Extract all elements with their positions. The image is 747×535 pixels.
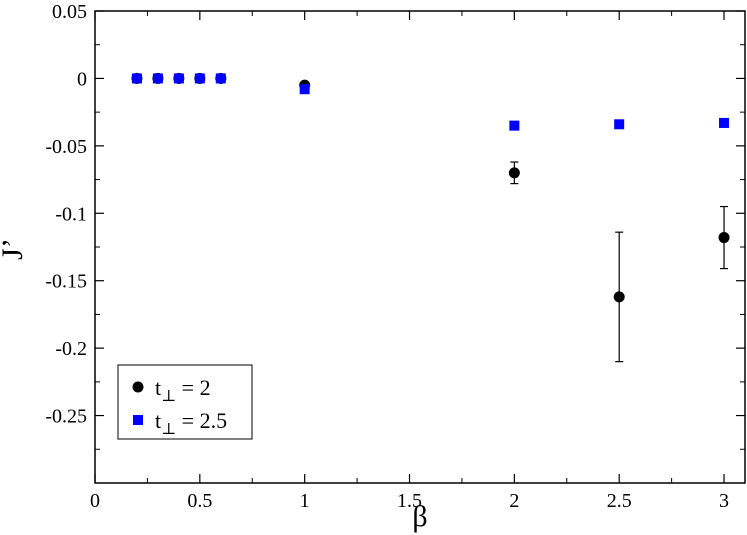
x-tick-label: 3: [719, 490, 729, 512]
y-tick-label: -0.05: [45, 136, 87, 158]
data-point-series-0: [613, 291, 625, 303]
tick-labels: 0 0.5 1 1.5 2 2.5 3 0.05 0 -0.05 -0.1 -0.15 -0.2 -0.2…: [45, 1, 729, 512]
y-tick-label: -0.25: [45, 406, 87, 428]
y-tick-label: -0.2: [55, 338, 87, 360]
error-bars: [510, 161, 729, 363]
data-point-series-1: [152, 73, 163, 84]
data-markers: [131, 72, 730, 303]
legend-label-1: t⊥ = 2.5: [155, 408, 227, 438]
legend-marker-1: [133, 415, 143, 425]
y-tick-label: -0.1: [55, 203, 87, 225]
data-point-series-1: [194, 73, 205, 84]
x-tick-label: 1.5: [397, 490, 422, 512]
y-tick-label: -0.15: [45, 271, 87, 293]
x-tick-label: 1: [300, 490, 310, 512]
legend-label-0: t⊥ = 2: [155, 375, 211, 405]
legend: t⊥ = 2t⊥ = 2.5: [117, 364, 253, 440]
data-point-series-1: [719, 117, 730, 128]
legend-marker-0: [132, 381, 144, 393]
x-tick-label: 0: [90, 490, 100, 512]
data-point-series-1: [215, 73, 226, 84]
y-tick-label: 0.05: [52, 1, 87, 23]
data-point-series-1: [131, 73, 142, 84]
legend-box: [117, 364, 253, 440]
data-point-series-0: [718, 232, 730, 244]
y-tick-label: 0: [77, 68, 87, 90]
data-point-series-1: [173, 73, 184, 84]
x-axis-title: β: [412, 500, 427, 533]
x-tick-label: 2: [509, 490, 519, 512]
y-axis-title: J’: [0, 238, 29, 260]
data-point-series-1: [509, 120, 520, 131]
data-point-series-1: [299, 84, 310, 95]
x-tick-label: 0.5: [187, 490, 212, 512]
x-tick-label: 2.5: [607, 490, 632, 512]
data-point-series-0: [508, 167, 520, 179]
data-point-series-1: [614, 119, 625, 130]
axis-ticks: [94, 10, 745, 483]
